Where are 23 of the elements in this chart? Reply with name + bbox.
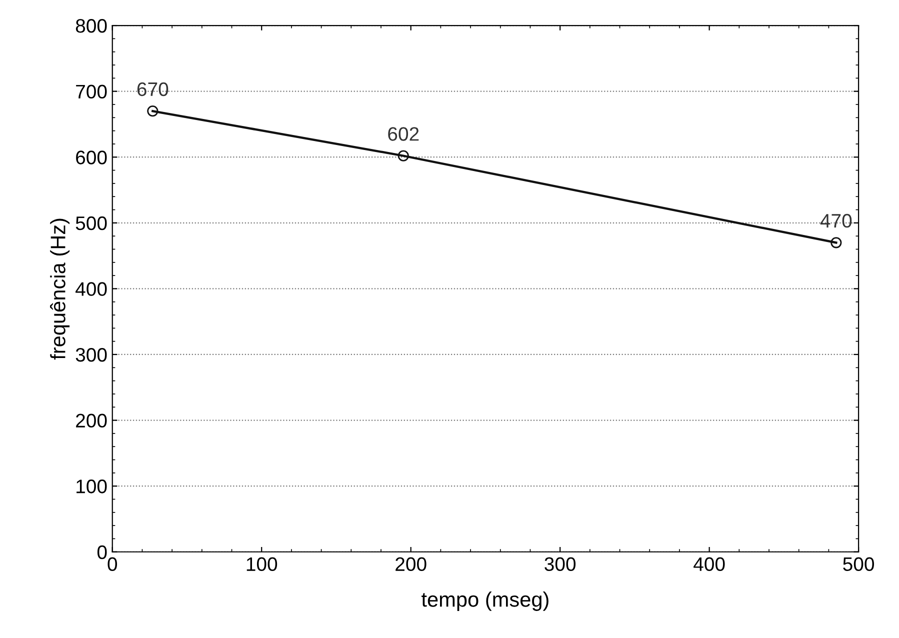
point [147, 105, 158, 117]
point [830, 237, 842, 248]
point [398, 150, 409, 162]
x-tick-label: 0 [108, 557, 118, 572]
x-tick-label: 100 [246, 557, 278, 572]
x-tick-label: 400 [694, 557, 725, 572]
y-axis-title: frequência (Hz) [50, 218, 70, 360]
y-tick-label: 700 [76, 84, 107, 99]
y-tick-label: 800 [76, 18, 107, 33]
y-tick-label: 0 [97, 545, 107, 560]
x-tick-label: 500 [843, 557, 874, 572]
x-axis-title: tempo (mseg) [422, 592, 548, 611]
y-tick-label: 600 [76, 150, 107, 164]
data-label: 470 [820, 214, 852, 228]
y-tick-label: 500 [76, 216, 107, 230]
data-label: 602 [388, 127, 419, 141]
y-tick-label: 400 [76, 282, 107, 296]
y-tick-label: 200 [76, 414, 107, 428]
y-tick-label: 300 [76, 348, 107, 362]
x-tick-label: 300 [544, 557, 576, 572]
y-tick-label: 100 [76, 480, 107, 494]
x-tick-label: 200 [396, 557, 426, 572]
data-label: 670 [137, 82, 168, 96]
